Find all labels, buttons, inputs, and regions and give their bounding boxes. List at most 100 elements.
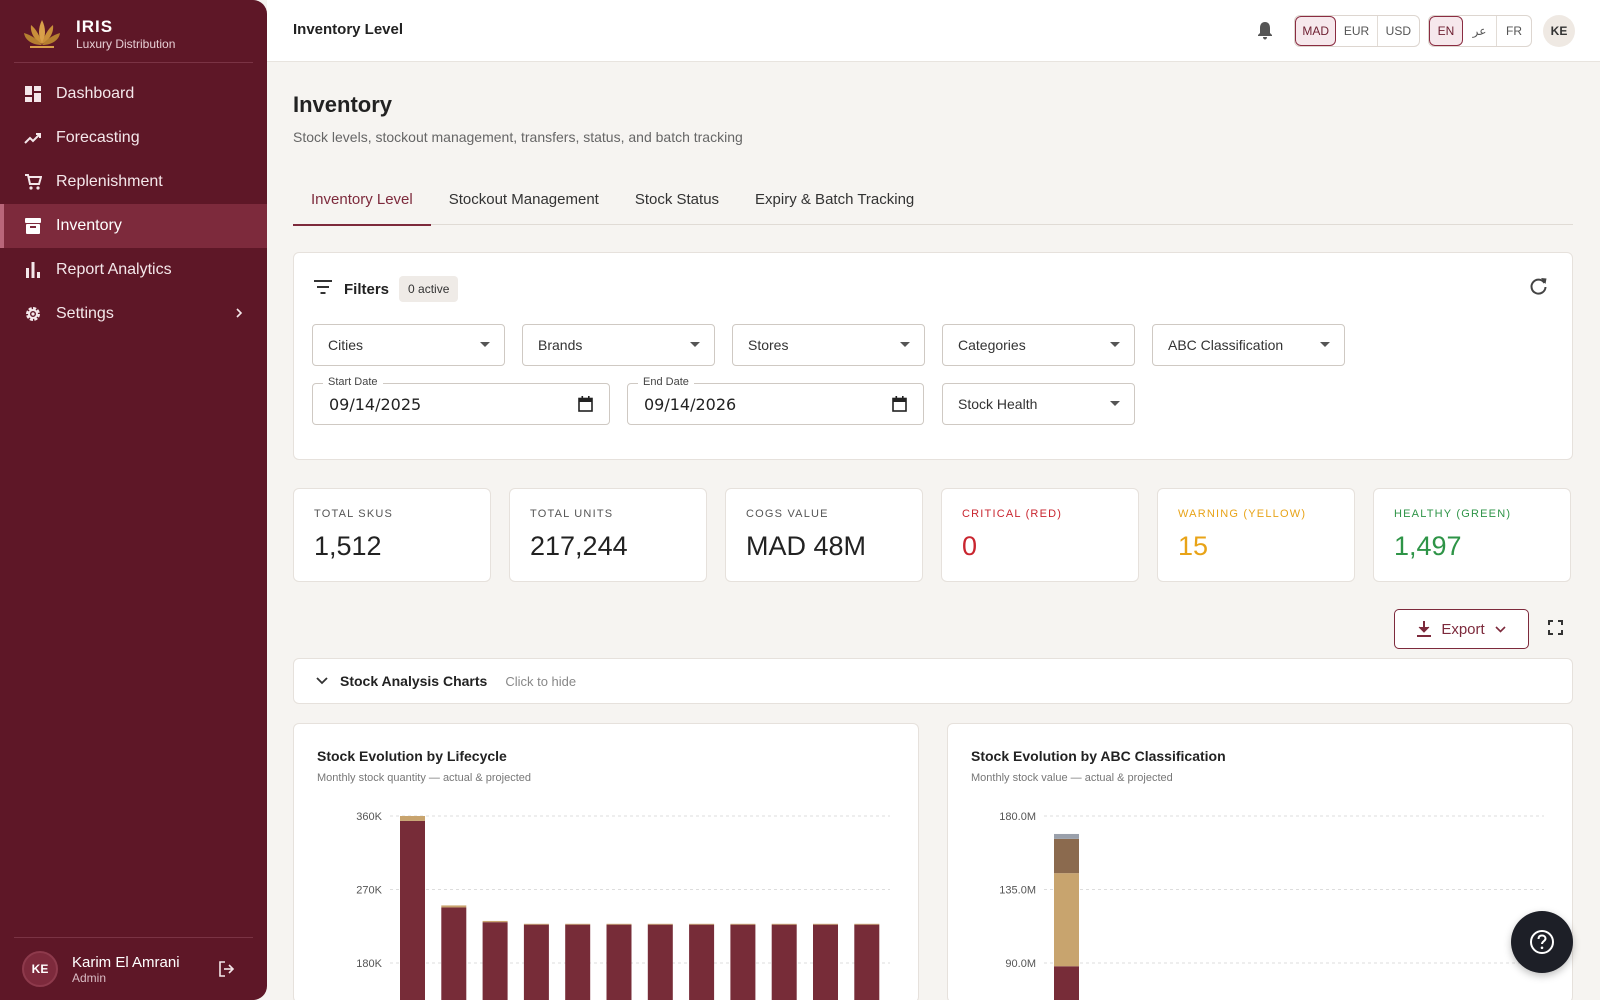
start-date-field[interactable]: Start Date 09/14/2025 [312,376,610,425]
y-tick-label: 90.0M [1005,958,1036,970]
calendar-icon[interactable] [892,396,907,416]
bar-segment [523,923,549,925]
sidebar-divider [14,62,253,63]
fullscreen-icon[interactable] [1548,620,1563,640]
currency-option-usd[interactable]: USD [1385,24,1411,38]
currency-option-eur[interactable]: EUR [1336,16,1378,46]
bar-segment [482,922,508,1000]
brand[interactable]: IRIS Luxury Distribution [22,14,175,54]
start-date-label: Start Date [323,376,383,388]
abc-classification-select[interactable]: ABC Classification [1152,324,1345,366]
sidebar-item-label: Settings [56,305,114,322]
sidebar-item-report-analytics[interactable]: Report Analytics [0,248,267,292]
tab-stockout-management[interactable]: Stockout Management [448,191,599,208]
logout-icon[interactable] [217,960,235,983]
bar-segment [482,920,508,923]
stock-analysis-charts-toggle[interactable]: Stock Analysis Charts Click to hide [293,658,1573,704]
tab-stock-status[interactable]: Stock Status [634,191,720,208]
chevron-right-icon [235,306,243,324]
select-label: Cities [328,337,364,353]
bar-segment [441,905,467,908]
lifecycle-chart: 360K 270K 180K [356,811,890,1000]
sidebar-item-inventory[interactable]: Inventory [0,204,267,248]
chart-subtitle: Monthly stock quantity — actual & projec… [317,772,531,784]
charts-section-hint: Click to hide [505,673,577,689]
abc-classification-chart: 180.0M 135.0M 90.0M [999,811,1544,1000]
bar-segment [1054,966,1079,1000]
export-label: Export [1441,620,1485,638]
bar-segment [400,816,425,821]
lifecycle-chart-card: Stock Evolution by Lifecycle Monthly sto… [293,723,919,1000]
chart-subtitle: Monthly stock value — actual & projected [971,772,1173,784]
end-date-label: End Date [638,376,694,388]
page-subtitle: Stock levels, stockout management, trans… [293,129,743,145]
bar-segment [441,907,467,1000]
sidebar-item-replenishment[interactable]: Replenishment [0,160,267,204]
cart-icon [24,173,42,191]
bar-segment [854,923,880,925]
sidebar-item-forecasting[interactable]: Forecasting [0,116,267,160]
lotus-logo [24,20,60,48]
kpi-row: TOTAL SKUS 1,512 TOTAL UNITS 217,244 COG… [293,488,1573,582]
user-profile[interactable]: KE Karim El Amrani Admin [22,951,247,987]
stock-health-select[interactable]: Stock Health [942,383,1135,425]
currency-switcher: MAD EUR USD [1294,15,1420,47]
user-name: Karim El Amrani [72,953,180,971]
kpi-card-cogs-value: COGS VALUE MAD 48M [725,488,923,582]
cities-select[interactable]: Cities [312,324,505,366]
language-switcher: EN عر FR [1428,15,1532,47]
page-title: Inventory [293,92,393,117]
y-tick-label: 135.0M [999,885,1036,897]
bar-segment [689,924,715,1000]
topbar-title: Inventory Level [293,21,404,38]
kpi-label: TOTAL UNITS [530,508,614,520]
kpi-value: MAD 48M [746,531,867,561]
export-button[interactable]: Export [1394,609,1529,649]
language-option-en[interactable]: EN [1429,16,1464,46]
user-role: Admin [72,970,107,985]
dropdown-arrow-icon [1110,401,1120,406]
kpi-label: TOTAL SKUS [314,508,394,520]
kpi-value: 0 [962,531,978,561]
brand-name: IRIS [76,17,114,36]
help-button[interactable] [1511,911,1573,973]
sidebar-item-settings[interactable]: Settings [0,292,267,336]
language-option-fr[interactable]: FR [1506,24,1523,38]
stores-select[interactable]: Stores [732,324,925,366]
bar-segment [1054,833,1079,839]
dashboard-icon [24,85,42,103]
dropdown-arrow-icon [690,342,700,347]
y-tick-label: 180K [356,958,382,970]
archive-icon [24,217,42,235]
chevron-down-icon [316,677,328,685]
bar-segment [730,923,756,925]
bar-segment [647,923,673,925]
avatar[interactable]: KE [22,951,58,987]
sidebar-item-label: Forecasting [56,129,140,146]
avatar[interactable]: KE [1543,15,1575,47]
language-option-ar[interactable]: عر [1463,16,1498,46]
bar-segment [813,924,838,1000]
calendar-icon[interactable] [578,396,593,416]
kpi-card-warning: WARNING (YELLOW) 15 [1157,488,1355,582]
categories-select[interactable]: Categories [942,324,1135,366]
end-date-value: 09/14/2026 [644,394,737,414]
start-date-value: 09/14/2025 [329,394,422,414]
end-date-field[interactable]: End Date 09/14/2026 [627,376,924,425]
dropdown-arrow-icon [480,342,490,347]
currency-option-mad[interactable]: MAD [1295,16,1337,46]
tab-inventory-level[interactable]: Inventory Level [293,174,431,226]
bar-segment [854,924,880,1000]
tab-expiry-batch-tracking[interactable]: Expiry & Batch Tracking [755,191,915,208]
download-icon [1417,621,1432,637]
bell-icon[interactable] [1257,21,1273,45]
bar-segment [647,924,673,1000]
bar-segment [606,923,632,925]
chevron-down-icon [1495,625,1506,633]
brands-select[interactable]: Brands [522,324,715,366]
bar-segment [1054,873,1079,967]
refresh-icon[interactable] [1529,277,1548,301]
y-tick-label: 360K [356,811,382,823]
sidebar-item-label: Report Analytics [56,261,172,278]
sidebar-item-dashboard[interactable]: Dashboard [0,72,267,116]
